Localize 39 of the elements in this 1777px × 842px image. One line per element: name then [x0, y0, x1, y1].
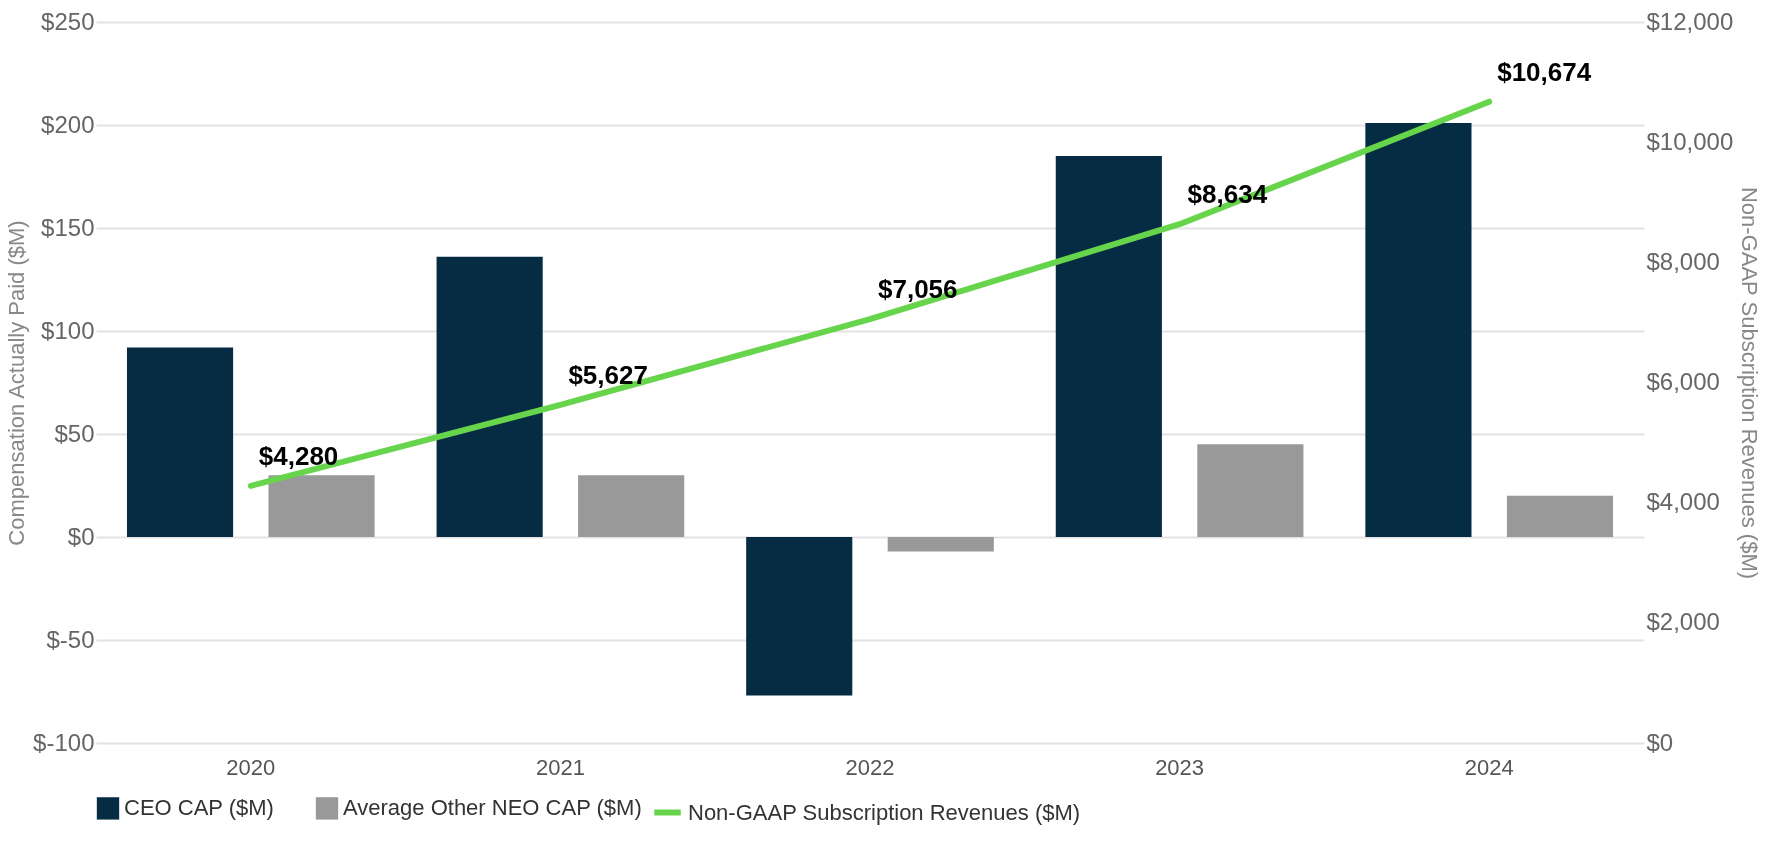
bar [887, 537, 994, 552]
bar [746, 537, 853, 696]
bar [1055, 155, 1162, 537]
y-tick-label: $100 [41, 316, 95, 344]
y2-tick-label: $12,000 [1646, 7, 1734, 35]
y2-tick-label: $10,000 [1646, 127, 1734, 155]
bar [1365, 122, 1472, 537]
y-tick-label: $250 [41, 7, 95, 35]
y-tick-label: $-50 [46, 625, 95, 653]
y2-tick-label: $6,000 [1646, 368, 1720, 395]
x-tick-label: 2022 [845, 754, 895, 780]
data-label: $5,627 [568, 359, 648, 390]
y-axis-title: Compensation Actually Paid ($M) [4, 220, 30, 546]
data-label: $4,280 [258, 440, 339, 471]
y2-axis-title: Non-GAAP Subscription Revenues ($M) [1737, 186, 1763, 580]
x-tick-label: 2023 [1155, 754, 1205, 780]
y2-tick-label: $4,000 [1646, 488, 1720, 516]
data-label: $10,674 [1497, 56, 1592, 87]
y-tick-label: $0 [67, 522, 95, 550]
y-tick-label: $-100 [33, 728, 95, 756]
bar [126, 347, 234, 537]
bar [436, 256, 543, 537]
y-tick-label: $200 [41, 110, 95, 138]
bar [268, 475, 375, 537]
x-tick-label: 2021 [535, 754, 585, 780]
legend-label: Non-GAAP Subscription Revenues ($M) [688, 799, 1081, 825]
legend-label: CEO CAP ($M) [124, 795, 274, 821]
legend-label: Average Other NEO CAP ($M) [343, 795, 642, 821]
y2-tick-label: $2,000 [1646, 608, 1720, 636]
y2-tick-label: $0 [1646, 728, 1674, 756]
data-label: $7,056 [878, 274, 958, 305]
bar [578, 475, 685, 537]
y-tick-label: $150 [41, 213, 95, 241]
x-tick-label: 2024 [1464, 754, 1514, 780]
y2-tick-label: $8,000 [1646, 247, 1720, 275]
x-tick-label: 2020 [226, 754, 276, 780]
bar [1197, 444, 1304, 537]
bar [1506, 495, 1614, 537]
y-tick-label: $50 [54, 419, 95, 447]
